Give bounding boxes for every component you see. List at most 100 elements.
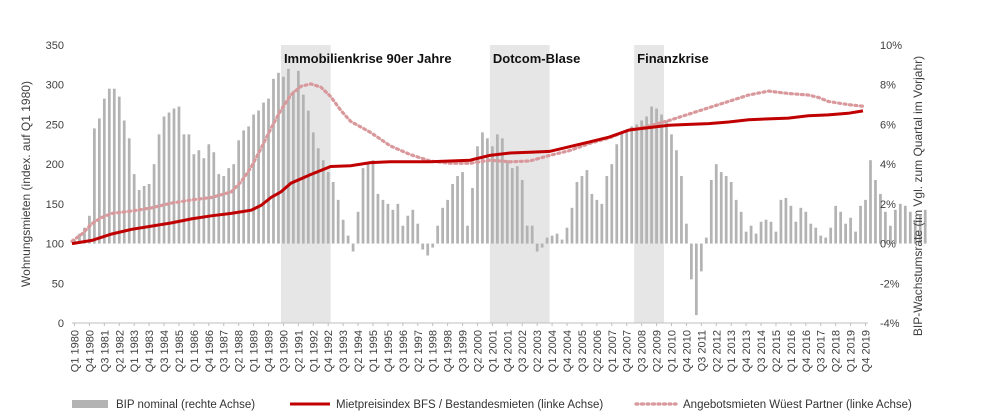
gdp-bar: [331, 182, 335, 244]
gdp-bar: [88, 215, 91, 244]
right-axis-title: BIP-Wachstumsrate (im Vgl. zum Quartal i…: [911, 56, 925, 336]
gdp-bar: [371, 160, 375, 244]
gdp-bar: [272, 78, 275, 244]
gdp-bar: [908, 211, 912, 244]
gdp-bar: [714, 164, 718, 244]
gdp-bar: [849, 217, 852, 244]
gdp-bar: [709, 180, 713, 244]
gdp-bar: [829, 227, 833, 244]
gdp-bar: [476, 146, 479, 244]
gdp-bar: [660, 114, 663, 244]
gdp-bar: [112, 88, 116, 244]
gdp-bar: [142, 185, 146, 244]
gdp-bar: [605, 176, 609, 244]
gdp-bar: [366, 162, 370, 244]
offer-rents-line: [70, 82, 865, 243]
x-tick-label: Q1 2010: [666, 330, 678, 372]
gdp-bar: [356, 211, 360, 244]
x-tick-label: Q3 1990: [278, 330, 290, 372]
gdp-bar: [152, 164, 156, 244]
gdp-bar: [839, 211, 843, 244]
gdp-bar: [864, 199, 867, 244]
x-tick-label: Q4 2013: [741, 330, 753, 372]
gdp-bar: [590, 193, 594, 244]
gdp-bar: [127, 138, 131, 244]
gdp-bar: [585, 170, 589, 244]
gdp-bar: [78, 233, 81, 244]
gdp-bar: [913, 219, 917, 244]
gdp-bar: [615, 144, 619, 244]
x-tick-label: Q2 1982: [114, 330, 126, 372]
x-tick-label: Q4 2007: [622, 330, 634, 372]
gdp-bar: [97, 118, 101, 244]
gdp-bar: [724, 176, 728, 244]
gdp-bar: [227, 168, 231, 244]
gdp-bar: [670, 134, 673, 244]
legend-label-offer: Angebotsmieten Wüest Partner (linke Achs…: [683, 399, 912, 411]
x-tick-label: Q3 1987: [219, 330, 231, 372]
gdp-bar: [535, 243, 539, 252]
gdp-bar: [550, 235, 554, 244]
legend-label-gdp: BIP nominal (rechte Achse): [116, 399, 255, 411]
gdp-bar: [267, 98, 270, 244]
left-tick-label: 300: [46, 80, 64, 92]
x-tick-label: Q3 2014: [756, 330, 768, 372]
gdp-bar: [361, 168, 365, 244]
gdp-bar: [406, 215, 410, 244]
gdp-bar: [182, 134, 186, 244]
x-tick-label: Q2 2006: [592, 330, 604, 372]
gdp-bar: [436, 225, 440, 244]
gdp-bar: [212, 152, 216, 244]
gdp-bar: [376, 193, 380, 244]
gdp-bar: [495, 134, 499, 244]
gdp-bar: [690, 243, 693, 280]
gdp-bar: [326, 172, 330, 244]
gdp-bar: [719, 172, 723, 244]
gdp-bar: [784, 197, 788, 244]
x-tick-label: Q1 1983: [129, 330, 141, 372]
gdp-bar: [600, 203, 604, 244]
x-tick-label: Q1 2004: [547, 330, 559, 372]
gdp-bar: [789, 205, 793, 244]
gdp-bar: [530, 225, 534, 244]
gdp-bar: [351, 243, 355, 252]
gdp-bar: [296, 70, 300, 244]
gdp-bar: [918, 215, 922, 244]
gdp-bar: [744, 231, 748, 244]
x-tick-label: Q4 1983: [144, 330, 156, 372]
gdp-bar: [237, 140, 241, 244]
gdp-bar: [794, 221, 798, 244]
crisis-band-label-1: Immobilienkrise 90er Jahre: [284, 51, 452, 66]
gdp-bar: [481, 132, 484, 244]
gdp-bar: [162, 116, 166, 244]
crisis-band-2: [489, 45, 550, 323]
gdp-bar: [874, 180, 877, 244]
x-tick-label: Q4 2010: [681, 330, 693, 372]
gdp-bar: [734, 199, 738, 244]
gdp-bar: [287, 68, 290, 244]
gdp-bar: [257, 110, 260, 244]
crisis-band-3: [634, 45, 665, 323]
x-tick-label: Q4 2004: [562, 330, 574, 372]
gdp-bar: [282, 76, 285, 244]
gdp-bar: [869, 160, 872, 244]
gdp-bar: [232, 164, 236, 244]
gdp-bar: [699, 243, 703, 272]
gdp-bar: [292, 90, 295, 244]
legend: BIP nominal (rechte Achse) Mietpreisindex…: [72, 399, 912, 411]
gdp-bar: [893, 209, 897, 244]
gdp-bar: [316, 148, 320, 244]
gdp-bar: [73, 239, 76, 244]
gdp-bar: [610, 164, 614, 244]
x-tick-label: Q2 1994: [353, 330, 365, 372]
gdp-bar: [242, 130, 246, 244]
x-tick-label: Q2 2015: [771, 330, 783, 372]
gdp-bar: [764, 219, 768, 244]
gdp-bar: [441, 207, 445, 244]
rent-index-line: [71, 109, 864, 246]
gdp-bar: [167, 112, 171, 244]
x-tick-label: Q2 2009: [652, 330, 664, 372]
gdp-bar: [555, 233, 559, 244]
gdp-bar: [879, 193, 882, 244]
